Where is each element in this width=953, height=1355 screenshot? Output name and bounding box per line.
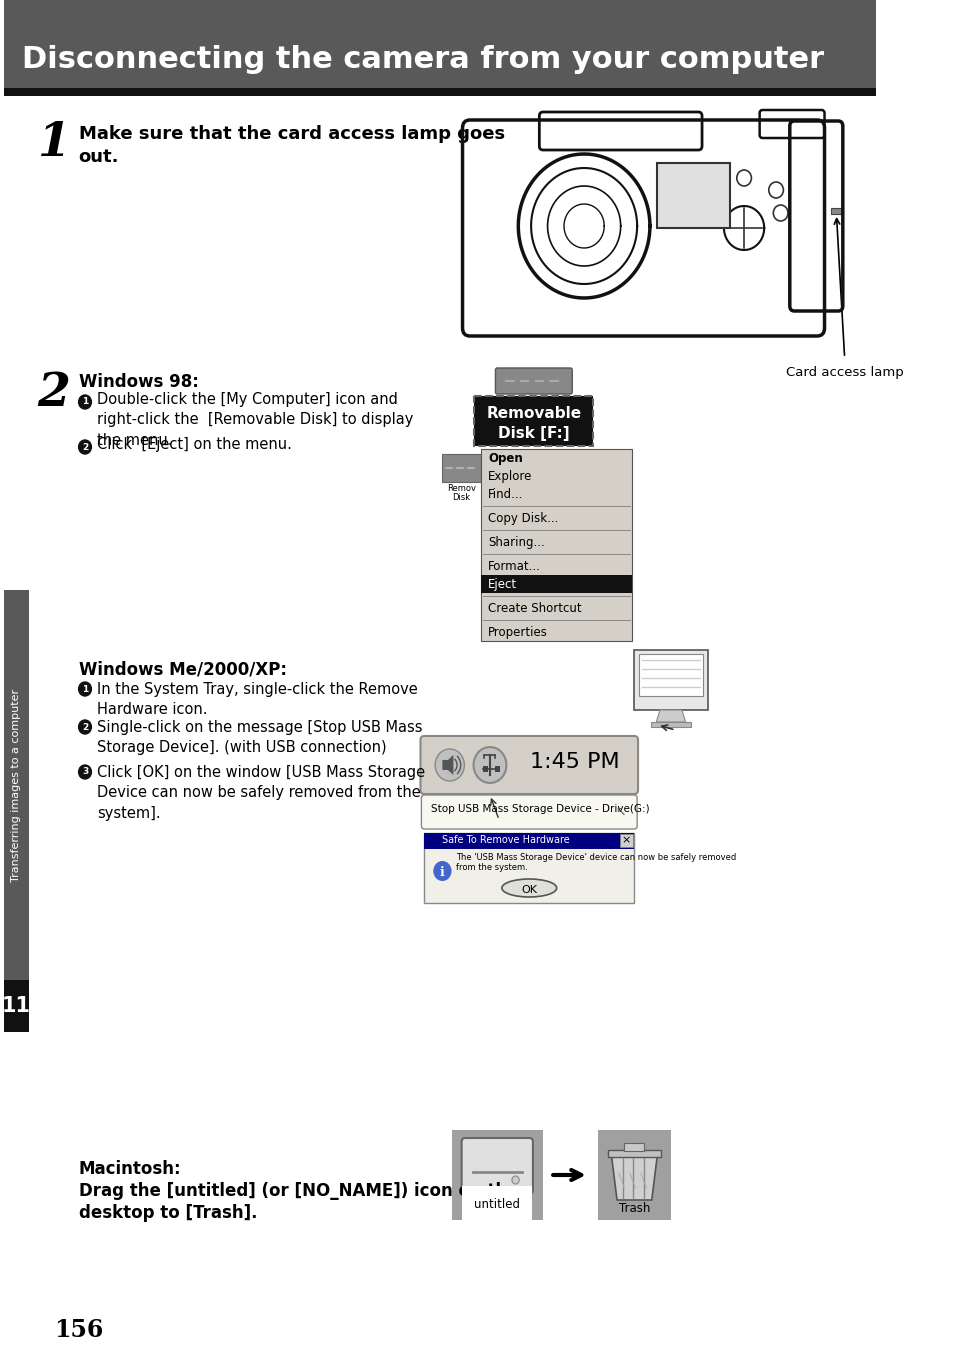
Text: 2: 2	[82, 722, 88, 732]
Text: Disk [F:]: Disk [F:]	[497, 425, 569, 440]
Bar	[482, 766, 488, 772]
Text: Remov: Remov	[447, 484, 476, 493]
Bar	[451, 1130, 542, 1220]
Text: untitled: untitled	[474, 1198, 519, 1211]
Text: 1: 1	[82, 684, 88, 694]
Text: Trash: Trash	[618, 1202, 649, 1215]
Circle shape	[433, 860, 451, 881]
Text: 1: 1	[82, 397, 88, 406]
Text: Safe To Remove Hardware: Safe To Remove Hardware	[442, 835, 570, 846]
Circle shape	[512, 1176, 518, 1184]
Bar	[4, 88, 875, 96]
Text: Open: Open	[488, 453, 522, 465]
Text: The 'USB Mass Storage Device' device can now be safely removed: The 'USB Mass Storage Device' device can…	[456, 854, 736, 862]
Text: Windows Me/2000/XP:: Windows Me/2000/XP:	[78, 660, 286, 678]
Text: 1: 1	[37, 121, 71, 167]
Text: ×: ×	[620, 835, 630, 846]
Bar	[480, 449, 631, 641]
Text: 3: 3	[82, 767, 88, 776]
FancyBboxPatch shape	[420, 736, 638, 794]
Text: 156: 156	[54, 1318, 103, 1341]
Text: OK: OK	[520, 885, 537, 896]
Bar	[619, 833, 632, 847]
Circle shape	[78, 440, 91, 454]
Text: Double-click the [My Computer] icon and
right-click the  [Removable Disk] to dis: Double-click the [My Computer] icon and …	[97, 392, 413, 447]
Text: 2: 2	[37, 370, 71, 416]
Text: Sharing...: Sharing...	[488, 537, 544, 549]
Circle shape	[435, 749, 464, 780]
Text: Card access lamp: Card access lamp	[785, 366, 902, 379]
Text: Transferring images to a computer: Transferring images to a computer	[11, 688, 21, 882]
Text: Stop USB Mass Storage Device - Drive(G:): Stop USB Mass Storage Device - Drive(G:)	[431, 804, 649, 814]
Text: desktop to [Trash].: desktop to [Trash].	[78, 1205, 257, 1222]
Text: 1:45 PM: 1:45 PM	[530, 752, 619, 772]
Text: ↖: ↖	[615, 806, 625, 818]
Text: In the System Tray, single-click the Remove
Hardware icon.: In the System Tray, single-click the Rem…	[97, 682, 417, 717]
Bar	[4, 980, 30, 1033]
Bar	[598, 1130, 670, 1220]
Bar	[474, 396, 593, 446]
FancyBboxPatch shape	[424, 833, 634, 902]
Polygon shape	[656, 710, 685, 722]
Circle shape	[78, 396, 91, 409]
Ellipse shape	[501, 879, 557, 897]
Text: Click  [Eject] on the menu.: Click [Eject] on the menu.	[97, 438, 292, 453]
Text: Drag the [untitled] (or [NO_NAME]) icon on the: Drag the [untitled] (or [NO_NAME]) icon …	[78, 1182, 517, 1201]
Bar	[657, 163, 730, 228]
Text: Single-click on the message [Stop USB Mass
Storage Device]. (with USB connection: Single-click on the message [Stop USB Ma…	[97, 720, 422, 755]
Text: i: i	[439, 866, 444, 879]
Bar	[650, 722, 690, 728]
FancyBboxPatch shape	[421, 795, 637, 829]
Text: from the system.: from the system.	[456, 863, 527, 873]
Text: Disconnecting the camera from your computer: Disconnecting the camera from your compu…	[22, 46, 823, 75]
Text: Make sure that the card access lamp goes: Make sure that the card access lamp goes	[78, 125, 504, 144]
Bar	[480, 575, 631, 593]
Text: Windows 98:: Windows 98:	[78, 373, 198, 392]
Polygon shape	[611, 1156, 657, 1201]
Bar	[442, 454, 480, 482]
Bar	[4, 0, 875, 88]
Text: 2: 2	[82, 443, 88, 451]
Text: Format...: Format...	[488, 560, 540, 573]
Bar	[830, 209, 841, 214]
Bar	[4, 589, 30, 980]
FancyBboxPatch shape	[461, 1138, 533, 1194]
Text: Copy Disk...: Copy Disk...	[488, 512, 558, 524]
Bar	[639, 654, 702, 696]
Text: Properties: Properties	[488, 626, 547, 640]
Text: out.: out.	[78, 148, 119, 167]
Circle shape	[473, 747, 506, 783]
FancyBboxPatch shape	[495, 369, 572, 394]
Bar	[634, 650, 707, 710]
Circle shape	[78, 720, 91, 734]
Polygon shape	[442, 755, 453, 775]
Bar	[607, 1150, 660, 1157]
Text: Removable: Removable	[486, 406, 580, 421]
Text: Eject: Eject	[488, 579, 517, 591]
Text: Find...: Find...	[488, 488, 523, 501]
Bar	[623, 1144, 644, 1150]
Circle shape	[78, 682, 91, 696]
Bar	[424, 833, 634, 850]
Text: Macintosh:: Macintosh:	[78, 1160, 181, 1177]
Text: 11: 11	[2, 996, 30, 1016]
Text: Create Shortcut: Create Shortcut	[488, 602, 581, 615]
Text: Explore: Explore	[488, 470, 532, 482]
Text: Click [OK] on the window [USB Mass Storage
Device can now be safely removed from: Click [OK] on the window [USB Mass Stora…	[97, 766, 425, 821]
Circle shape	[78, 766, 91, 779]
Text: Disk: Disk	[452, 493, 470, 501]
Bar	[494, 766, 499, 772]
